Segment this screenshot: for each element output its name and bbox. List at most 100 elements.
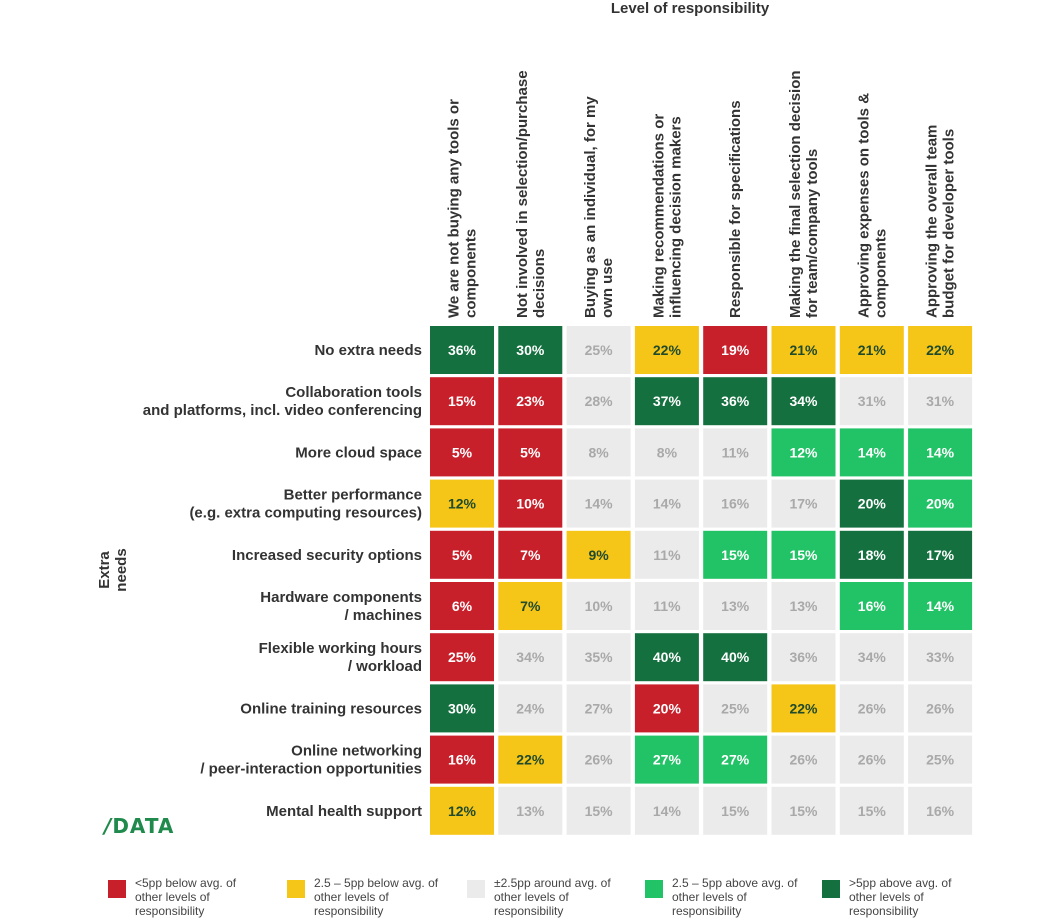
row-label-line: Online training resources xyxy=(240,700,422,717)
cell-value-label: 13% xyxy=(721,598,750,614)
heatmap-cell xyxy=(634,684,699,733)
heatmap-cell xyxy=(703,479,768,528)
brand-logo-text: DATA xyxy=(112,814,175,838)
cell-value-label: 24% xyxy=(516,700,545,716)
cell-value-label: 26% xyxy=(789,752,818,768)
row-label-line: Hardware components xyxy=(260,589,422,606)
cell-value-label: 15% xyxy=(858,803,887,819)
heatmap-cell xyxy=(908,377,973,426)
cell-value-label: 10% xyxy=(516,496,545,512)
cell-value-label: 30% xyxy=(516,342,545,358)
chart-title: Level of responsibility xyxy=(610,0,770,17)
cell-value-label: 11% xyxy=(653,598,681,614)
legend-label-line: other levels of xyxy=(135,890,210,904)
heatmap-cell xyxy=(498,377,563,426)
legend-label-line: responsibility xyxy=(849,904,919,918)
row-label-8: Online training resources xyxy=(240,700,422,717)
heatmap-cell xyxy=(771,326,836,374)
heatmap-cell xyxy=(430,428,494,477)
cell-value-label: 25% xyxy=(721,700,750,716)
legend-label-line: responsibility xyxy=(314,904,384,918)
cell-value-label: 14% xyxy=(858,444,887,460)
cell-value-label: 18% xyxy=(858,547,887,563)
legend-label-line: other levels of xyxy=(494,890,569,904)
heatmap-cell xyxy=(908,735,973,784)
heatmap-cell xyxy=(839,633,904,682)
cell-value-label: 12% xyxy=(789,444,818,460)
cell-value-label: 36% xyxy=(789,649,818,665)
heatmap-cell xyxy=(634,582,699,630)
heatmap-cell xyxy=(703,326,768,374)
heatmap-cell xyxy=(566,326,631,374)
heatmap-cell xyxy=(771,479,836,528)
heatmap-cell xyxy=(566,530,631,579)
column-header-line: Making recommendations or xyxy=(650,114,667,318)
cell-value-label: 21% xyxy=(858,342,887,358)
cell-value-label: 27% xyxy=(653,752,682,768)
row-label-1: No extra needs xyxy=(314,342,422,359)
cell-value-label: 31% xyxy=(858,393,887,409)
heatmap-cell xyxy=(839,428,904,477)
heatmap-cell xyxy=(566,428,631,477)
cell-value-label: 34% xyxy=(516,649,545,665)
legend-label: 2.5 – 5pp above avg. of other levels of re… xyxy=(672,876,812,918)
cell-value-label: 16% xyxy=(926,803,955,819)
column-header-6: Making the final selection decision for t… xyxy=(787,70,821,318)
heatmap-cell xyxy=(430,684,494,733)
heatmap-cell xyxy=(703,633,768,682)
heatmap-cell xyxy=(771,582,836,630)
cell-value-label: 26% xyxy=(585,752,614,768)
cell-value-label: 20% xyxy=(858,496,887,512)
heatmap-cell xyxy=(908,582,973,630)
cell-value-label: 11% xyxy=(722,444,750,460)
row-label-4: Better performance(e.g. extra computing … xyxy=(189,487,422,522)
row-label-line: Flexible working hours xyxy=(259,640,422,657)
cell-value-label: 16% xyxy=(448,752,477,768)
row-label-line: Online networking xyxy=(291,743,422,760)
cell-value-label: 26% xyxy=(926,700,955,716)
heatmap-cell xyxy=(771,530,836,579)
legend-label: ±2.5pp around avg. of other levels of resp… xyxy=(494,876,634,918)
heatmap-cell xyxy=(634,735,699,784)
cell-value-label: 15% xyxy=(789,803,818,819)
heatmap-cell xyxy=(703,735,768,784)
cell-value-label: 36% xyxy=(448,342,477,358)
legend-label-line: other levels of xyxy=(314,890,389,904)
row-label-7: Flexible working hours/ workload xyxy=(259,640,422,675)
heatmap-cell xyxy=(566,377,631,426)
column-header-line: components xyxy=(872,229,889,318)
cell-value-label: 16% xyxy=(721,496,750,512)
legend-label-line: <5pp below avg. of xyxy=(135,876,237,890)
legend-swatch xyxy=(822,880,840,898)
legend-swatch xyxy=(287,880,305,898)
heatmap-cell xyxy=(908,684,973,733)
heatmap-cell xyxy=(634,479,699,528)
heatmap-cell xyxy=(908,530,973,579)
heatmap-cell xyxy=(498,786,563,835)
cell-value-label: 25% xyxy=(926,752,955,768)
cell-value-label: 13% xyxy=(789,598,818,614)
legend-label-line: 2.5 – 5pp above avg. of xyxy=(672,876,798,890)
cell-value-label: 11% xyxy=(653,547,681,563)
cell-value-label: 14% xyxy=(926,444,955,460)
heatmap-cell xyxy=(771,735,836,784)
heatmap-cell xyxy=(908,786,973,835)
column-header-line: components xyxy=(463,229,480,318)
column-header-line: Approving expenses on tools & xyxy=(855,93,872,318)
legend-label-line: 2.5 – 5pp below avg. of xyxy=(314,876,439,890)
row-label-6: Hardware components/ machines xyxy=(260,589,422,624)
column-header-line: Responsible for specifications xyxy=(727,100,744,318)
cell-value-label: 5% xyxy=(520,444,541,460)
legend-label-line: other levels of xyxy=(849,890,924,904)
cell-value-label: 22% xyxy=(516,752,545,768)
row-label-line: Collaboration tools xyxy=(285,384,422,401)
cell-value-label: 14% xyxy=(926,598,955,614)
heatmap-cell xyxy=(908,479,973,528)
cell-value-label: 34% xyxy=(789,393,818,409)
cell-value-label: 15% xyxy=(585,803,614,819)
cell-value-label: 16% xyxy=(858,598,887,614)
cell-value-label: 28% xyxy=(585,393,614,409)
heatmap-cell xyxy=(566,479,631,528)
cell-value-label: 20% xyxy=(926,496,955,512)
row-label-line: / workload xyxy=(348,658,422,675)
